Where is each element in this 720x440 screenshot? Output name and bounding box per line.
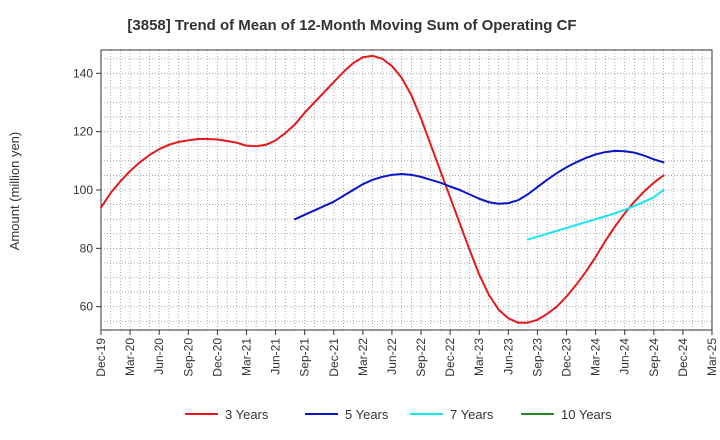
series-line-7-years (526, 189, 665, 241)
legend-label-10-years: 10 Years (561, 407, 612, 422)
x-tick-label: Jun-24 (618, 338, 632, 375)
series-group (100, 54, 665, 324)
x-tick-label: Mar-21 (239, 338, 253, 376)
x-tick-label: Mar-24 (589, 338, 603, 376)
x-tick-label: Dec-24 (676, 338, 690, 377)
legend-label-3-years: 3 Years (225, 407, 269, 422)
y-tick-label: 100 (73, 183, 93, 197)
x-tick-label: Mar-25 (705, 338, 719, 376)
chart-title: [3858] Trend of Mean of 12-Month Moving … (127, 17, 576, 34)
series-line-3-years (100, 54, 665, 324)
legend-label-5-years: 5 Years (345, 407, 389, 422)
legend: 3 Years 5 Years 7 Years 10 Years (185, 407, 612, 422)
x-tick-label: Jun-23 (501, 338, 515, 375)
x-tick-label: Mar-22 (356, 338, 370, 376)
grid (101, 50, 712, 330)
y-tick-label: 60 (80, 300, 94, 314)
x-tick-label: Dec-20 (210, 338, 224, 377)
x-tick-label: Dec-19 (94, 338, 108, 377)
x-tick-label: Dec-21 (327, 338, 341, 377)
x-tick-label: Dec-22 (443, 338, 457, 377)
y-tick-label: 140 (73, 66, 93, 80)
x-tick-label: Jun-20 (152, 338, 166, 375)
x-tick-label: Jun-22 (385, 338, 399, 375)
x-tick-label: Sep-22 (414, 338, 428, 377)
x-tick-label: Mar-23 (472, 338, 486, 376)
x-tick-label: Dec-23 (560, 338, 574, 377)
x-tick-label: Jun-21 (269, 338, 283, 375)
legend-label-7-years: 7 Years (450, 407, 494, 422)
x-tick-label: Sep-24 (647, 338, 661, 377)
y-ticks: 60 80 100 120 140 (73, 66, 101, 314)
x-tick-label: Sep-20 (181, 338, 195, 377)
x-ticks: Dec-19 Mar-20 Jun-20 Sep-20 Dec-20 Mar-21 Jun-… (94, 330, 719, 377)
y-axis-label: Amount (million yen) (7, 132, 22, 251)
y-tick-label: 80 (80, 241, 94, 255)
x-tick-label: Mar-20 (123, 338, 137, 376)
series-line-5-years (293, 149, 665, 221)
x-tick-label: Sep-21 (298, 338, 312, 377)
y-tick-label: 120 (73, 125, 93, 139)
x-tick-label: Sep-23 (530, 338, 544, 377)
